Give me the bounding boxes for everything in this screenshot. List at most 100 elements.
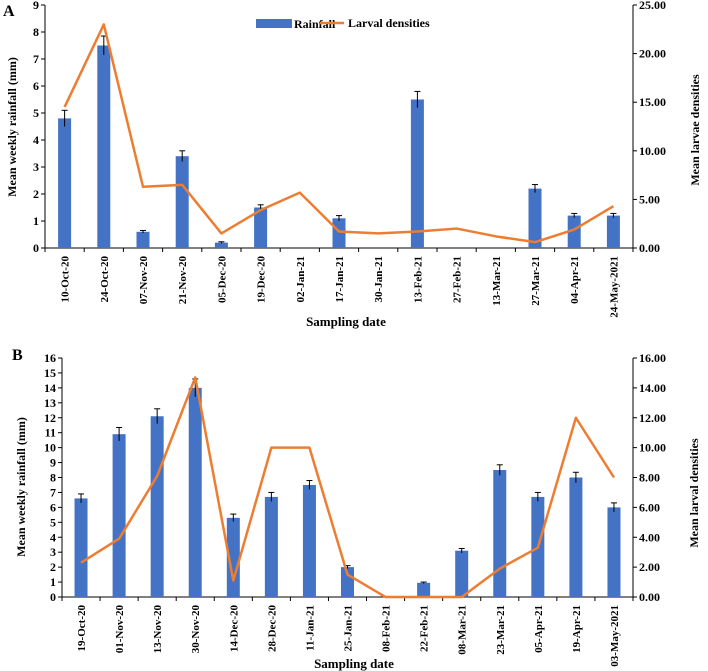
- panel-b-category-label: 08-Feb-21: [381, 605, 393, 652]
- panel-b-y2tick-label: 16.00: [639, 351, 666, 365]
- panel-a-rainfall-bar: [528, 188, 542, 248]
- panel-b-ytick-label: 0: [50, 590, 56, 604]
- panel-b-ylabel: Mean weekly rainfall (mm): [14, 417, 28, 557]
- panel-a-ytick-label: 3: [33, 160, 39, 174]
- panel-b-rainfall-bar: [455, 550, 469, 597]
- legend-rainfall-label: Rainfall: [294, 17, 336, 31]
- panel-b-ytick-label: 13: [44, 396, 56, 410]
- panel-b-rainfall-bar: [569, 477, 583, 597]
- panel-a-ytick-label: 6: [33, 79, 39, 93]
- panel-b-xlabel: Sampling date: [314, 656, 394, 671]
- panel-a-category-label: 17-Jan-21: [334, 256, 346, 302]
- panel-a-ytick-label: 8: [33, 25, 39, 39]
- panel-a-y2tick-label: 20.00: [639, 47, 666, 61]
- panel-a-xlabel: Sampling date: [306, 314, 386, 329]
- panel-a-category-label: 13-Mar-21: [491, 256, 503, 306]
- panel-a-rainfall-bar: [175, 156, 189, 248]
- panel-b-y2tick-label: 2.00: [639, 560, 660, 574]
- panel-b-ytick-label: 9: [50, 456, 56, 470]
- panel-b-rainfall-bar: [302, 484, 316, 597]
- panel-a-ylabel: Mean weekly rainfall (mm): [5, 57, 19, 197]
- panel-b-ytick-label: 8: [50, 471, 56, 485]
- panel-b-ytick-label: 6: [50, 500, 56, 514]
- panel-a-y2tick-label: 15.00: [639, 95, 666, 109]
- legend-rainfall-swatch: [256, 19, 292, 28]
- panel-a-ytick-label: 5: [33, 106, 39, 120]
- panel-a-rainfall-bar: [606, 215, 620, 248]
- panel-a-rainfall-bar: [58, 118, 72, 249]
- panel-b-label: B: [12, 347, 23, 364]
- panel-b-ytick-label: 2: [50, 560, 56, 574]
- panel-a-category-label: 02-Jan-21: [295, 256, 307, 302]
- panel-a-larval-line: [63, 23, 615, 244]
- panel-a-category-label: 05-Dec-20: [216, 256, 228, 304]
- panel-b-category-label: 11-Jan-21: [304, 605, 316, 651]
- panel-b-y2tick-label: 4.00: [639, 530, 660, 544]
- panel-b-larval-line: [80, 376, 616, 599]
- panel-a-rainfall-bar: [410, 99, 424, 248]
- panel-b-ytick-label: 11: [45, 426, 56, 440]
- panel-b-category-label: 13-Nov-20: [152, 605, 164, 654]
- panel-b-rainfall-bar: [264, 496, 278, 597]
- panel-b-category-label: 22-Feb-21: [419, 605, 431, 652]
- panel-b-plot: 0123456789101112131415160.002.004.006.00…: [44, 351, 666, 667]
- panel-b-category-label: 14-Dec-20: [228, 605, 240, 653]
- legend-larval-label: Larval densities: [348, 16, 430, 30]
- panel-b-category-label: 30-Nov-20: [190, 605, 202, 654]
- panel-b-category-label: 05-Apr-21: [533, 605, 545, 653]
- panel-b-ytick-label: 1: [50, 575, 56, 589]
- panel-b-ytick-label: 5: [50, 515, 56, 529]
- panel-b-ytick-label: 4: [50, 530, 56, 544]
- panel-b-category-label: 25-Jan-21: [343, 605, 355, 651]
- panel-b-ytick-label: 12: [44, 411, 56, 425]
- panel-b-rainfall-bar: [607, 507, 621, 597]
- panel-a-y2tick-label: 5.00: [639, 192, 660, 206]
- panel-b-ytick-label: 16: [44, 351, 56, 365]
- panel-a-ytick-label: 7: [33, 52, 39, 66]
- panel-a-rainfall-bar: [136, 231, 150, 248]
- panel-a-ytick-label: 0: [33, 241, 39, 255]
- panel-a-category-label: 19-Dec-20: [256, 256, 268, 304]
- panel-a-category-label: 24-Oct-20: [99, 256, 111, 303]
- panel-b-y2tick-label: 14.00: [639, 381, 666, 395]
- panel-a-rainfall-bar: [97, 45, 111, 248]
- panel-a-rainfall-bar: [214, 242, 228, 248]
- panel-b-rainfall-bar: [112, 434, 126, 597]
- panel-b-ytick-label: 14: [44, 381, 56, 395]
- panel-b-category-label: 19-Oct-20: [76, 605, 88, 652]
- panel-a-label: A: [3, 3, 15, 20]
- panel-a-y2tick-label: 10.00: [639, 144, 666, 158]
- panel-a-category-label: 10-Oct-20: [60, 256, 72, 303]
- panel-a-ytick-label: 1: [33, 214, 39, 228]
- panel-a-rainfall-bar: [254, 207, 268, 248]
- panel-b-ytick-label: 7: [50, 485, 56, 499]
- panel-b-rainfall-bar: [341, 567, 354, 597]
- panel-a-ytick-label: 4: [33, 133, 39, 147]
- panel-a-category-label: 24-May-2021: [608, 256, 620, 318]
- panel-a-category-label: 04-Apr-21: [569, 256, 581, 304]
- panel-b-rainfall-bar: [188, 387, 202, 597]
- panel-b-y2label: Mean larval densities: [687, 438, 701, 548]
- panel-a-ytick-label: 2: [33, 187, 39, 201]
- panel-a-category-label: 07-Nov-20: [138, 256, 150, 305]
- panel-b-rainfall-bar: [493, 470, 507, 597]
- panel-a-ytick-label: 9: [33, 0, 39, 12]
- panel-b-category-label: 19-Apr-21: [571, 605, 583, 653]
- panel-a-category-label: 13-Feb-21: [412, 256, 424, 303]
- panel-b-category-label: 23-Mar-21: [495, 605, 507, 655]
- panel-a-rainfall-bar: [332, 218, 346, 248]
- panel-b-rainfall-bar: [226, 517, 240, 597]
- panel-b-category-label: 01-Nov-20: [114, 605, 126, 654]
- panel-b-y2tick-label: 10.00: [639, 441, 666, 455]
- panel-a-plot: 0 1 2 3 4 5 6 7 8 9 0.00 5.00 10.00 15.00 20.00 25.00 10…: [33, 0, 666, 318]
- panel-a-y2tick-label: 0.00: [639, 241, 660, 255]
- panel-a-y2tick-label: 25.00: [639, 0, 666, 12]
- panel-a-category-label: 27-Mar-21: [530, 256, 542, 306]
- panel-b-y2tick-label: 6.00: [639, 500, 660, 514]
- panel-b-rainfall-bar: [150, 416, 164, 597]
- panel-b-rainfall-bar: [417, 582, 431, 597]
- panel-b-ytick-label: 3: [50, 545, 56, 559]
- panel-b-category-label: 08-Mar-21: [457, 605, 469, 655]
- panel-a-category-label: 21-Nov-20: [177, 256, 189, 305]
